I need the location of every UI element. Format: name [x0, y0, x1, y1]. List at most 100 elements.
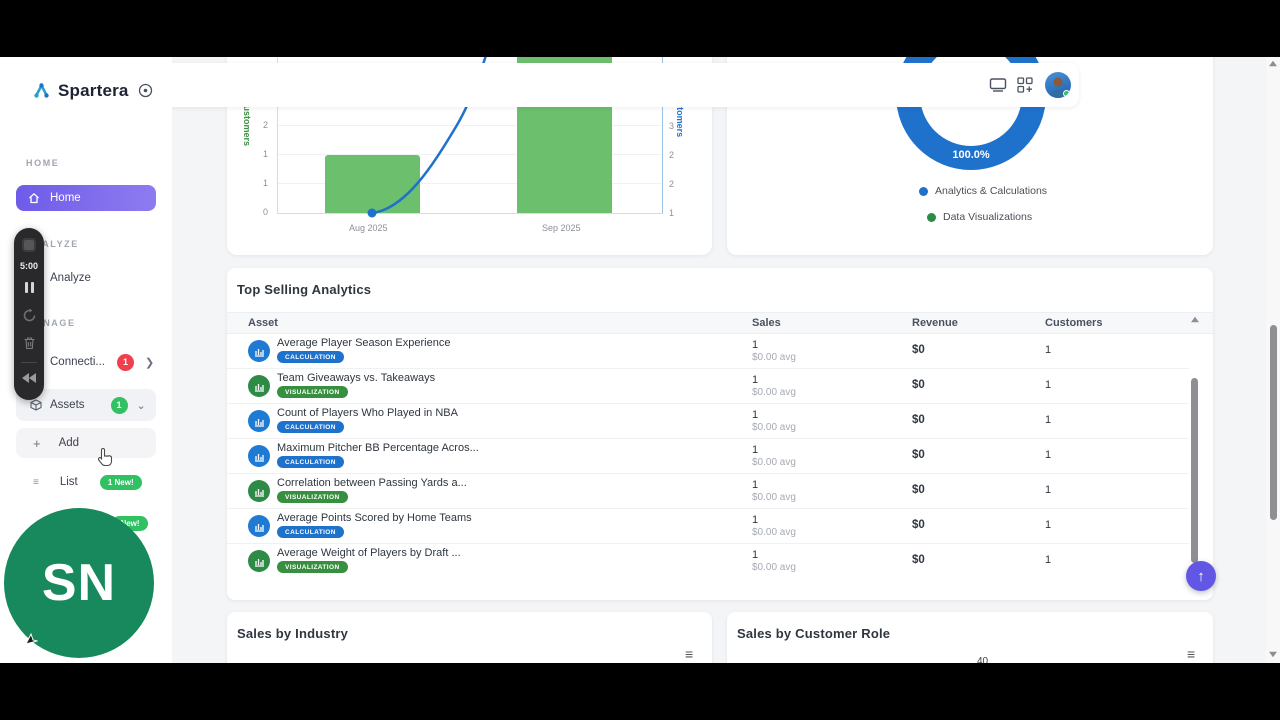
resize-cursor-icon	[25, 632, 38, 645]
total-customers-line	[367, 57, 487, 218]
gridline	[277, 154, 662, 155]
pause-recording-button[interactable]	[24, 282, 34, 293]
donut-arc-label: 100.0%	[952, 149, 990, 161]
page-scroll-up-arrow[interactable]	[1269, 60, 1277, 67]
legend-analytics-calculations[interactable]: Analytics & Calculations	[919, 185, 1047, 197]
asset-type-badge: VISUALIZATION	[277, 561, 348, 573]
stop-recording-button[interactable]	[22, 238, 36, 252]
sales-value: 1	[752, 549, 759, 561]
customers-value: 1	[1045, 344, 1052, 356]
column-header-revenue[interactable]: Revenue	[912, 317, 958, 329]
visualization-chart-icon	[248, 375, 270, 397]
revenue-value: $0	[912, 379, 925, 391]
calculation-chart-icon	[248, 445, 270, 467]
connections-count-badge: 1	[116, 353, 134, 371]
assets-count-badge: 1	[110, 396, 128, 414]
sidebar-item-label: Analyze	[50, 272, 91, 284]
bar-aug-2025[interactable]	[325, 155, 420, 213]
sidebar-item-connections[interactable]: Connecti... 1 ❯	[16, 349, 156, 375]
sidebar-item-label: Home	[50, 192, 81, 204]
chevron-right-icon: ❯	[144, 356, 155, 369]
legend-dot-green	[927, 212, 936, 222]
sales-by-industry-card: Sales by Industry ≡	[227, 612, 712, 663]
table-row[interactable]: Average Weight of Players by Draft ... V…	[227, 544, 1189, 579]
calculation-chart-icon	[248, 515, 270, 537]
table-title: Top Selling Analytics	[237, 282, 372, 297]
brand-name: Spartera	[58, 81, 129, 100]
column-header-asset[interactable]: Asset	[248, 317, 278, 329]
sales-value: 1	[752, 339, 759, 351]
customers-value: 1	[1045, 414, 1052, 426]
recording-timer: 5:00	[19, 261, 38, 271]
sidebar-collapse-icon[interactable]	[138, 83, 153, 98]
restart-recording-icon[interactable]	[22, 308, 37, 323]
y-axis-left	[277, 57, 278, 213]
asset-name: Team Giveaways vs. Takeaways	[277, 372, 436, 384]
revenue-value: $0	[912, 344, 925, 356]
line-point-aug[interactable]	[367, 208, 377, 218]
customers-value: 1	[1045, 554, 1052, 566]
sidebar-item-label: Add	[58, 437, 80, 449]
asset-type-badge: VISUALIZATION	[277, 491, 348, 503]
display-icon[interactable]	[989, 78, 1007, 92]
column-header-customers[interactable]: Customers	[1045, 317, 1103, 329]
sales-avg: $0.00 avg	[752, 492, 796, 503]
table-scroll-up-arrow[interactable]	[1191, 316, 1199, 323]
sidebar-item-home[interactable]: Home	[16, 185, 156, 211]
column-header-sales[interactable]: Sales	[752, 317, 781, 329]
list-icon: ≡	[33, 476, 39, 488]
table-row[interactable]: Correlation between Passing Yards a... V…	[227, 474, 1189, 509]
table-row[interactable]: Count of Players Who Played in NBA CALCU…	[227, 404, 1189, 439]
revenue-value: $0	[912, 449, 925, 461]
legend-dot-blue	[919, 186, 928, 196]
top-search-bar: Search ⌘K	[17, 63, 1079, 107]
sidebar-item-list[interactable]: ≡ List 1 New!	[16, 467, 156, 497]
rewind-icon[interactable]	[22, 373, 36, 383]
table-header-row: Asset Sales Revenue Customers	[227, 312, 1213, 334]
table-scrollbar-thumb[interactable]	[1191, 378, 1198, 563]
customers-value: 1	[1045, 379, 1052, 391]
list-new-badge: 1 New!	[99, 474, 142, 490]
legend-label: Analytics & Calculations	[935, 185, 1048, 197]
online-status-dot	[1063, 90, 1070, 97]
legend-data-visualizations[interactable]: Data Visualizations	[927, 211, 1032, 223]
left-axis-tick: 2	[263, 120, 269, 130]
sales-avg: $0.00 avg	[752, 422, 796, 433]
right-axis-tick: 2	[669, 150, 675, 160]
chart-menu-icon[interactable]: ≡	[685, 646, 694, 662]
table-row[interactable]: Average Player Season Experience CALCULA…	[227, 334, 1189, 369]
card-title: Sales by Industry	[237, 626, 349, 641]
x-tick-aug: Aug 2025	[349, 223, 388, 233]
sales-avg: $0.00 avg	[752, 457, 796, 468]
customers-value: 1	[1045, 484, 1052, 496]
assets-cube-icon	[30, 399, 42, 411]
section-label-analyze: ANALYZE	[26, 239, 79, 249]
chart-menu-icon[interactable]: ≡	[1187, 646, 1196, 662]
page-scrollbar-track[interactable]	[1266, 57, 1280, 663]
gridline	[277, 183, 662, 184]
table-row[interactable]: Maximum Pitcher BB Percentage Acros... C…	[227, 439, 1189, 474]
calculation-chart-icon	[248, 340, 270, 362]
page-scroll-down-arrow[interactable]	[1269, 651, 1277, 658]
asset-name: Average Weight of Players by Draft ...	[277, 547, 461, 559]
table-row[interactable]: Average Points Scored by Home Teams CALC…	[227, 509, 1189, 544]
sidebar-item-label: Connecti...	[50, 356, 105, 368]
sales-value: 1	[752, 479, 759, 491]
top-selling-analytics-card: Top Selling Analytics Asset Sales Revenu…	[227, 268, 1213, 600]
sales-value: 1	[752, 409, 759, 421]
sidebar-item-add[interactable]: + Add	[16, 428, 156, 458]
user-avatar[interactable]	[1045, 72, 1071, 98]
asset-type-badge: CALCULATION	[277, 421, 344, 433]
delete-recording-icon[interactable]	[23, 336, 36, 350]
recording-toolbar: 5:00	[14, 228, 44, 400]
scroll-to-top-button[interactable]: ↑	[1186, 561, 1216, 591]
table-row[interactable]: Team Giveaways vs. Takeaways VISUALIZATI…	[227, 369, 1189, 404]
webcam-bubble[interactable]: SN	[4, 508, 154, 658]
page-scrollbar-thumb[interactable]	[1270, 325, 1277, 520]
webcam-initials: SN	[41, 554, 117, 612]
asset-name: Correlation between Passing Yards a...	[277, 477, 467, 489]
revenue-value: $0	[912, 484, 925, 496]
calculation-chart-icon	[248, 410, 270, 432]
visualization-chart-icon	[248, 480, 270, 502]
apps-grid-plus-icon[interactable]	[1017, 77, 1033, 93]
